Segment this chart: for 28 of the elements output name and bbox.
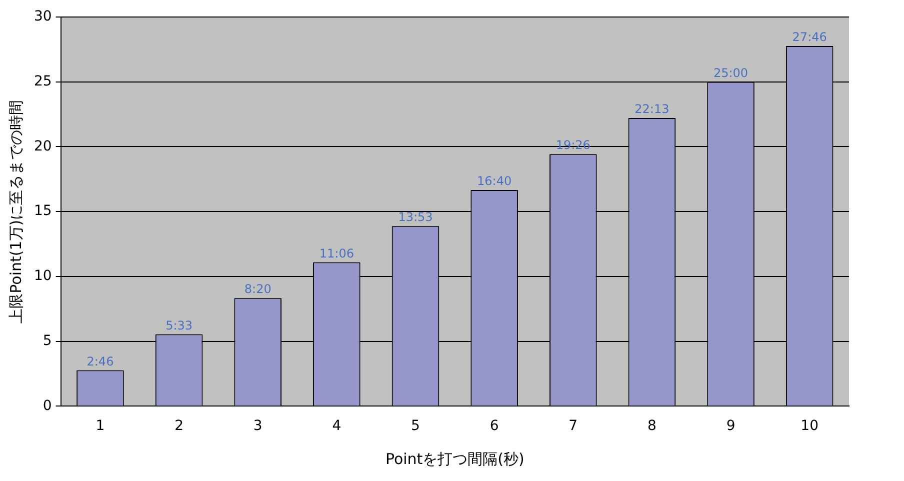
data-label: 8:20 [244,282,272,296]
x-tick-label: 6 [490,418,499,434]
data-label: 22:13 [634,102,670,116]
data-label: 27:46 [792,30,827,44]
y-tick-label: 30 [34,8,52,25]
x-tick-label: 5 [411,418,420,434]
x-tick-label: 8 [647,418,656,434]
data-label: 2:46 [86,354,114,368]
data-label: 5:33 [166,318,193,332]
x-axis-title: Pointを打つ間隔(秒) [385,450,524,468]
x-tick-label: 4 [332,418,342,434]
x-tick-label: 7 [568,418,578,434]
y-tick-label: 10 [34,268,52,284]
x-tick-label: 1 [96,418,105,434]
y-axis-title: 上限Point(1万)に至るまでの時間 [6,100,25,324]
data-label: 25:00 [713,66,748,80]
x-tick-label: 10 [800,418,819,434]
data-label: 16:40 [477,174,512,188]
y-tick-label: 0 [42,398,52,414]
x-tick-label: 2 [174,418,184,434]
y-tick-label: 20 [34,138,52,154]
x-tick-label: 3 [253,418,262,434]
y-tick-label: 25 [34,74,52,90]
x-tick-label: 9 [726,418,736,434]
y-tick-label: 15 [34,203,52,220]
y-tick-label: 5 [42,332,52,349]
data-label: 13:53 [398,210,433,224]
data-label: 11:06 [319,246,354,260]
